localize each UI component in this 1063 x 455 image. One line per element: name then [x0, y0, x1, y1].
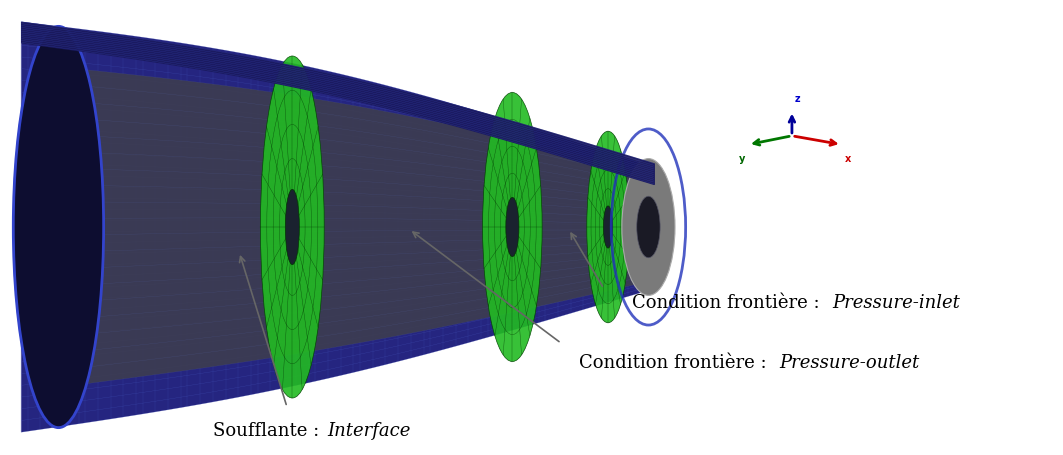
- Ellipse shape: [604, 207, 612, 248]
- Text: Condition frontière :: Condition frontière :: [579, 353, 773, 371]
- Text: Condition frontière :: Condition frontière :: [632, 293, 826, 312]
- Polygon shape: [64, 68, 638, 387]
- Ellipse shape: [483, 93, 542, 362]
- Ellipse shape: [506, 198, 519, 257]
- Text: Soufflante :: Soufflante :: [213, 421, 324, 439]
- Polygon shape: [21, 23, 654, 432]
- Ellipse shape: [14, 27, 104, 428]
- Text: Pressure-outlet: Pressure-outlet: [779, 353, 919, 371]
- Ellipse shape: [622, 159, 675, 296]
- Text: Interface: Interface: [327, 421, 410, 439]
- Ellipse shape: [587, 132, 629, 323]
- Ellipse shape: [285, 190, 300, 265]
- Text: z: z: [794, 93, 800, 103]
- Text: Pressure-inlet: Pressure-inlet: [832, 293, 960, 312]
- Ellipse shape: [260, 57, 324, 398]
- Text: y: y: [739, 153, 745, 163]
- Text: x: x: [844, 153, 850, 163]
- Ellipse shape: [637, 197, 660, 258]
